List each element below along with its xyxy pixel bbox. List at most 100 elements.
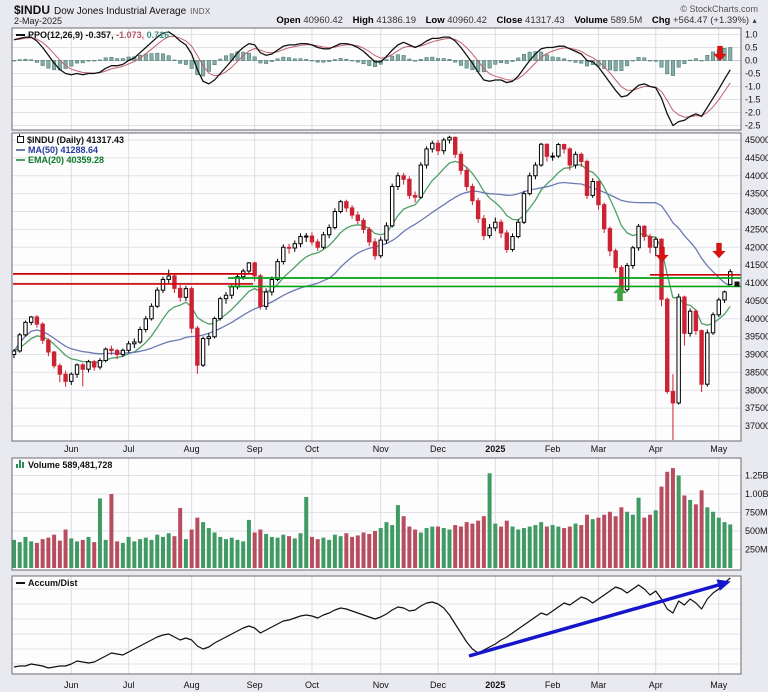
- svg-text:43000: 43000: [745, 207, 768, 217]
- change-up-icon: ▲: [751, 18, 758, 25]
- exchange-label: INDX: [190, 7, 211, 16]
- svg-text:41000: 41000: [745, 278, 768, 288]
- svg-text:41500: 41500: [745, 260, 768, 270]
- svg-text:40000: 40000: [745, 314, 768, 324]
- ppo-line: [13, 31, 731, 127]
- svg-text:Sep: Sep: [247, 680, 263, 690]
- high-label: High: [352, 15, 374, 26]
- volume-label: Volume: [574, 15, 608, 26]
- svg-text:Jul: Jul: [123, 444, 135, 454]
- svg-text:38000: 38000: [745, 385, 768, 395]
- svg-text:44000: 44000: [745, 171, 768, 181]
- chart-date: 2-May-2025: [14, 16, 63, 26]
- volume-bars: [12, 468, 733, 568]
- svg-text:Oct: Oct: [305, 680, 320, 690]
- svg-text:Feb: Feb: [545, 444, 561, 454]
- ppo-line-swatch-icon: [16, 33, 25, 36]
- svg-text:Apr: Apr: [649, 680, 663, 690]
- axis-labels: 1.0 0.5 0.0 -0.5 -1.0 -1.5 -2.0 -2.5 45000 44500 4…: [64, 30, 768, 691]
- ma50-line-swatch-icon: [16, 148, 25, 151]
- accdist-legend: Accum/Dist: [16, 578, 78, 588]
- svg-text:-0.5: -0.5: [745, 69, 761, 79]
- svg-text:Jun: Jun: [64, 680, 79, 690]
- ema20-legend: EMA(20) 40359.28: [16, 155, 104, 165]
- svg-text:Apr: Apr: [649, 444, 663, 454]
- volume-value: 589.5M: [610, 15, 643, 26]
- svg-text:1.0: 1.0: [745, 30, 758, 40]
- close-label: Close: [496, 15, 523, 26]
- svg-text:Dec: Dec: [430, 444, 447, 454]
- ma50-legend-text: MA(50) 41288.64: [28, 145, 99, 155]
- svg-text:39000: 39000: [745, 350, 768, 360]
- svg-text:2025: 2025: [485, 680, 505, 690]
- accdist-legend-text: Accum/Dist: [28, 578, 78, 588]
- svg-text:1.25B: 1.25B: [745, 471, 768, 481]
- svg-text:-1.0: -1.0: [745, 82, 761, 92]
- main-legend-text: $INDU (Daily) 41317.43: [27, 135, 125, 145]
- svg-text:Mar: Mar: [591, 680, 607, 690]
- symbol: $INDU: [14, 3, 51, 17]
- svg-text:-2.5: -2.5: [745, 121, 761, 131]
- ohlc-summary: Open 40960.42 High 41386.19 Low 40960.42…: [269, 15, 758, 26]
- ppo-hist-value: 0.716: [146, 30, 170, 40]
- svg-text:May: May: [710, 444, 728, 454]
- candlesticks: [11, 135, 733, 440]
- price-annotations: [13, 45, 741, 302]
- svg-text:0.5: 0.5: [745, 43, 758, 53]
- svg-text:Feb: Feb: [545, 680, 561, 690]
- svg-text:43500: 43500: [745, 189, 768, 199]
- svg-text:37500: 37500: [745, 403, 768, 413]
- svg-text:45000: 45000: [745, 135, 768, 145]
- svg-text:Dec: Dec: [430, 680, 447, 690]
- volume-legend-text: Volume 589,481,728: [28, 460, 113, 470]
- ppo-legend: PPO(12,26,9) -0.357, -1.073, 0.716: [16, 30, 169, 40]
- ma50-line: [13, 181, 731, 355]
- svg-text:Jun: Jun: [64, 444, 79, 454]
- ppo-signal-line: [13, 35, 731, 118]
- accdist-line-swatch-icon: [16, 581, 25, 584]
- svg-text:May: May: [710, 680, 728, 690]
- ppo-signal-value: -1.073,: [116, 30, 145, 40]
- symbol-name: Dow Jones Industrial Average: [54, 6, 187, 17]
- svg-text:40500: 40500: [745, 296, 768, 306]
- svg-text:Nov: Nov: [373, 680, 390, 690]
- change-label: Chg: [651, 15, 671, 26]
- low-label: Low: [425, 15, 445, 26]
- ema20-legend-text: EMA(20) 40359.28: [28, 155, 105, 165]
- stockcharts-credit-link[interactable]: © StockCharts.com: [680, 4, 758, 14]
- svg-text:39500: 39500: [745, 332, 768, 342]
- ppo-histogram: [12, 47, 733, 77]
- ppo-legend-name: PPO(12,26,9): [28, 30, 84, 40]
- high-value: 41386.19: [376, 15, 416, 26]
- svg-text:250M: 250M: [745, 545, 768, 555]
- svg-text:42500: 42500: [745, 224, 768, 234]
- main-legend: $INDU (Daily) 41317.43: [16, 134, 124, 145]
- close-value: 41317.43: [525, 15, 565, 26]
- change-value: +564.47 (+1.39%): [673, 15, 750, 26]
- svg-text:Oct: Oct: [305, 444, 320, 454]
- volume-legend: Volume 589,481,728: [16, 460, 112, 470]
- svg-text:-1.5: -1.5: [745, 95, 761, 105]
- svg-text:Aug: Aug: [184, 680, 200, 690]
- open-value: 40960.42: [303, 15, 343, 26]
- svg-text:750M: 750M: [745, 508, 768, 518]
- candlestick-icon: [16, 134, 24, 143]
- svg-text:Sep: Sep: [247, 444, 263, 454]
- svg-text:-2.0: -2.0: [745, 108, 761, 118]
- ppo-value: -0.357,: [85, 30, 114, 40]
- svg-text:42000: 42000: [745, 242, 768, 252]
- svg-text:37000: 37000: [745, 421, 768, 431]
- open-label: Open: [276, 15, 301, 26]
- svg-text:2025: 2025: [485, 444, 505, 454]
- svg-text:Nov: Nov: [373, 444, 390, 454]
- ema20-line-swatch-icon: [16, 158, 25, 161]
- chart-header: $INDU Dow Jones Industrial Average INDX: [14, 3, 210, 17]
- svg-text:0.0: 0.0: [745, 56, 758, 66]
- trend-arrow: [468, 579, 731, 658]
- svg-text:1.00B: 1.00B: [745, 489, 768, 499]
- svg-text:500M: 500M: [745, 526, 768, 536]
- svg-text:Aug: Aug: [184, 444, 200, 454]
- low-value: 40960.42: [447, 15, 487, 26]
